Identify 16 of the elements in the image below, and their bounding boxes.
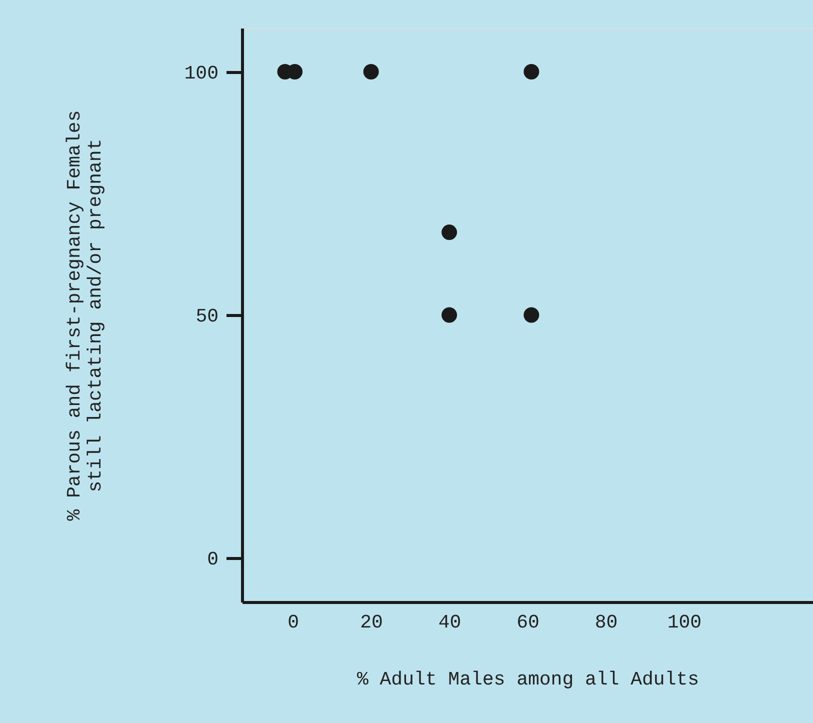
point <box>442 224 458 240</box>
x-tick-label: 0 <box>288 612 300 634</box>
y-tick-label: 0 <box>207 548 218 571</box>
point <box>442 307 458 323</box>
x-tick-label: 60 <box>516 612 540 634</box>
x-tick-label: 40 <box>438 612 462 634</box>
y-tick-label: 100 <box>184 62 218 84</box>
point <box>524 307 540 323</box>
point <box>524 64 540 80</box>
y-axis-title: % Parous and first-pregnancy Females still lactating and/or pregnant <box>63 110 106 521</box>
y-tick-label: 50 <box>196 306 218 328</box>
x-tick-label: 20 <box>360 612 383 634</box>
point <box>363 64 379 80</box>
x-tick-label: 80 <box>594 612 618 634</box>
x-axis-title: % Adult Males among all Adults <box>356 668 700 690</box>
x-tick-label: 100 <box>667 612 702 634</box>
